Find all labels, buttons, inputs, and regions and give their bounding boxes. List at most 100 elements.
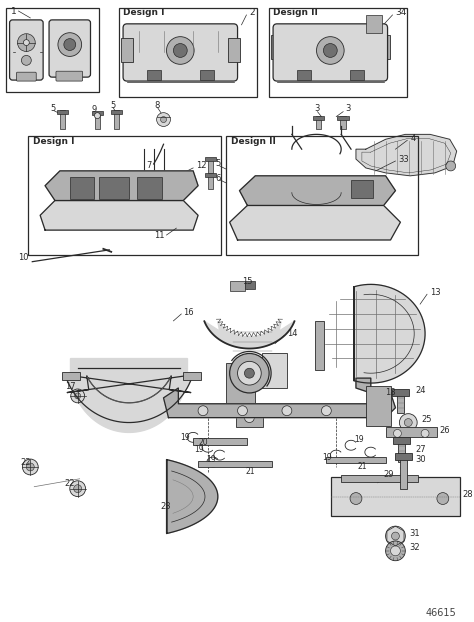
- Text: 4: 4: [410, 134, 416, 143]
- Bar: [392, 389, 409, 396]
- Circle shape: [58, 33, 82, 57]
- Circle shape: [230, 353, 269, 393]
- Bar: [226, 363, 255, 408]
- Text: 2: 2: [249, 9, 255, 17]
- Bar: [246, 281, 255, 289]
- Polygon shape: [354, 284, 425, 383]
- Text: Design I: Design I: [123, 9, 164, 17]
- Circle shape: [161, 116, 166, 123]
- Bar: [236, 406, 263, 427]
- Bar: [57, 109, 68, 114]
- Bar: [397, 391, 404, 412]
- Text: 21: 21: [358, 463, 367, 471]
- Circle shape: [22, 459, 38, 475]
- Bar: [208, 174, 213, 188]
- Text: 29: 29: [383, 470, 394, 480]
- Text: 21: 21: [246, 467, 255, 476]
- Text: 32: 32: [409, 544, 420, 552]
- Bar: [366, 15, 382, 33]
- Bar: [205, 157, 216, 161]
- Bar: [315, 321, 324, 370]
- Polygon shape: [71, 358, 188, 432]
- Circle shape: [393, 429, 401, 437]
- Text: 19: 19: [206, 455, 216, 463]
- Text: 8: 8: [155, 101, 160, 110]
- Circle shape: [350, 493, 362, 504]
- Bar: [337, 116, 349, 119]
- Bar: [208, 158, 213, 173]
- Circle shape: [237, 406, 247, 415]
- Circle shape: [321, 406, 331, 415]
- Bar: [385, 427, 437, 437]
- Bar: [193, 439, 247, 445]
- Text: 12: 12: [196, 162, 207, 170]
- Bar: [70, 177, 94, 198]
- Circle shape: [166, 37, 194, 64]
- Bar: [226, 136, 418, 255]
- Bar: [114, 109, 119, 129]
- Text: 26: 26: [440, 426, 450, 435]
- Circle shape: [64, 39, 76, 50]
- Circle shape: [299, 183, 315, 198]
- Circle shape: [303, 187, 310, 195]
- Circle shape: [317, 37, 344, 64]
- Bar: [60, 109, 65, 129]
- Circle shape: [268, 188, 276, 197]
- Bar: [401, 457, 407, 489]
- Circle shape: [337, 185, 345, 193]
- Bar: [228, 38, 239, 62]
- Bar: [230, 281, 246, 291]
- Bar: [269, 8, 407, 97]
- Bar: [312, 116, 324, 119]
- Bar: [147, 70, 161, 80]
- Bar: [6, 8, 100, 92]
- Text: 7: 7: [147, 162, 152, 170]
- Circle shape: [392, 532, 400, 540]
- Text: 22: 22: [65, 479, 75, 488]
- Polygon shape: [40, 200, 198, 230]
- Circle shape: [198, 406, 208, 415]
- Polygon shape: [204, 321, 294, 348]
- FancyBboxPatch shape: [123, 24, 237, 81]
- Bar: [95, 112, 100, 129]
- FancyBboxPatch shape: [17, 72, 36, 81]
- Bar: [200, 70, 214, 80]
- Circle shape: [74, 485, 82, 493]
- Text: 25: 25: [421, 415, 432, 424]
- Bar: [100, 177, 129, 198]
- Text: 17: 17: [65, 381, 75, 391]
- Circle shape: [27, 463, 34, 471]
- Circle shape: [446, 161, 456, 171]
- Bar: [378, 35, 390, 59]
- Bar: [198, 461, 272, 467]
- Bar: [399, 440, 405, 462]
- Circle shape: [21, 55, 31, 65]
- Text: 15: 15: [243, 277, 253, 286]
- Polygon shape: [167, 460, 218, 534]
- Circle shape: [23, 40, 29, 45]
- Circle shape: [70, 481, 86, 496]
- Circle shape: [385, 541, 405, 560]
- Text: 34: 34: [395, 9, 407, 17]
- Circle shape: [374, 409, 382, 417]
- Circle shape: [323, 44, 337, 57]
- Text: 19: 19: [194, 445, 204, 453]
- Text: Design I: Design I: [33, 137, 75, 146]
- Bar: [351, 180, 373, 198]
- Circle shape: [237, 361, 261, 385]
- Polygon shape: [239, 176, 395, 205]
- Bar: [121, 38, 133, 62]
- Polygon shape: [356, 134, 456, 176]
- Text: 5: 5: [50, 104, 55, 113]
- Circle shape: [75, 393, 81, 399]
- FancyBboxPatch shape: [273, 24, 388, 81]
- Text: 46615: 46615: [426, 608, 456, 618]
- Circle shape: [18, 34, 35, 52]
- Bar: [119, 8, 257, 97]
- Bar: [331, 477, 460, 516]
- FancyBboxPatch shape: [49, 20, 91, 77]
- Text: 20: 20: [198, 438, 208, 447]
- Bar: [316, 116, 321, 129]
- Bar: [366, 386, 391, 425]
- Circle shape: [94, 113, 100, 119]
